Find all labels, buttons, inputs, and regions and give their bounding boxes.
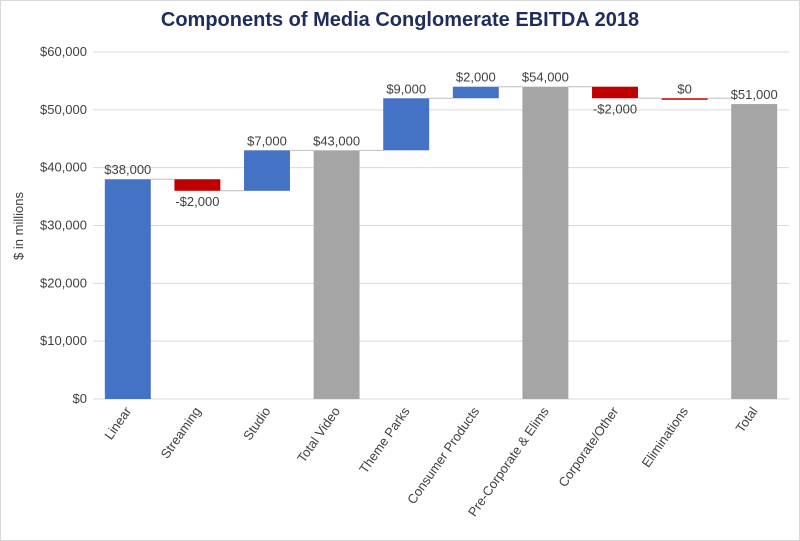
x-tick-label: Linear (101, 404, 134, 443)
data-label: $43,000 (313, 133, 360, 148)
bar-decrease (661, 98, 708, 100)
x-tick-label: Theme Parks (356, 404, 413, 476)
x-tick-label: Eliminations (639, 404, 692, 470)
y-tick-label: $10,000 (40, 333, 87, 348)
data-label: -$2,000 (593, 101, 637, 116)
data-label: $38,000 (104, 162, 151, 177)
x-tick-label: Studio (240, 404, 273, 443)
bar-total (522, 86, 569, 399)
x-tick-label: Corporate/Other (555, 404, 622, 490)
bar-increase (244, 150, 290, 191)
data-label: $51,000 (731, 87, 778, 102)
bar-increase (104, 179, 151, 399)
data-label: $0 (677, 81, 691, 96)
x-axis-ticks: Linear Streaming Studio Total Video Theme Pa… (101, 404, 760, 520)
bars (104, 86, 778, 400)
x-tick-label: Consumer Products (404, 404, 482, 507)
bar-increase (383, 98, 430, 151)
y-axis-title: $ in millions (11, 192, 26, 260)
x-tick-label: Total Video (294, 404, 343, 465)
y-tick-label: $40,000 (40, 160, 87, 175)
y-tick-label: $0 (73, 391, 87, 406)
y-tick-label: $60,000 (40, 44, 87, 59)
x-tick-label: Total (733, 404, 761, 435)
y-tick-label: $30,000 (40, 218, 87, 233)
connectors (150, 86, 732, 192)
y-tick-label: $20,000 (40, 275, 87, 290)
x-tick-label: Pre-Corporate & Elims (465, 404, 552, 520)
gridlines (93, 51, 789, 400)
bar-decrease (174, 179, 221, 191)
bar-decrease (592, 86, 638, 99)
bar-increase (452, 86, 499, 99)
data-label: -$2,000 (175, 194, 219, 209)
bar-total (313, 150, 360, 399)
y-axis-ticks: $0 $10,000 $20,000 $30,000 $40,000 $50,000 $60… (40, 44, 87, 406)
data-label: $7,000 (247, 133, 287, 148)
data-label: $9,000 (386, 81, 426, 96)
data-labels: $38,000 -$2,000 $7,000 $43,000 $9,000 $2,000 $… (104, 70, 777, 209)
data-label: $54,000 (522, 70, 569, 85)
x-tick-label: Streaming (158, 404, 204, 461)
y-tick-label: $50,000 (40, 102, 87, 117)
data-label: $2,000 (456, 70, 496, 85)
chart-title: Components of Media Conglomerate EBITDA … (160, 9, 640, 31)
bar-total (731, 104, 778, 400)
